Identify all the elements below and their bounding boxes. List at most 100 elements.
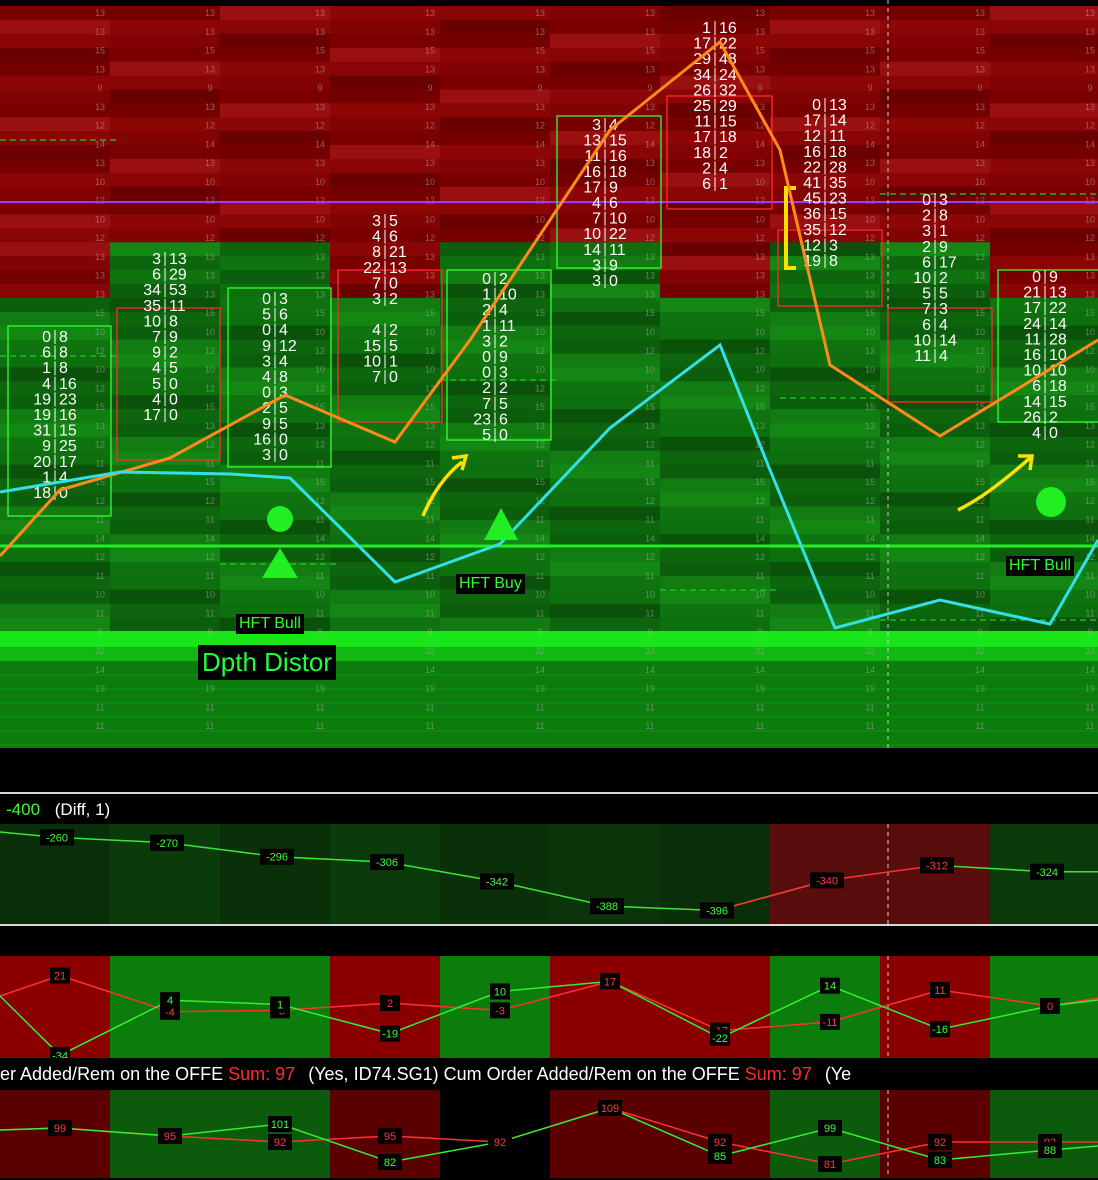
heat-cell bbox=[880, 172, 990, 188]
heat-cell bbox=[220, 6, 330, 21]
scale-label: 15 bbox=[315, 308, 325, 318]
osc2-label-bg bbox=[378, 1128, 402, 1144]
heat-cell bbox=[0, 200, 110, 215]
heat-cell bbox=[220, 47, 330, 63]
scale-label: 13 bbox=[645, 27, 655, 37]
scale-label: 13 bbox=[315, 252, 325, 262]
osc1-red-label: -11 bbox=[822, 1017, 837, 1029]
osc1-green-label: 10 bbox=[494, 987, 506, 999]
scale-label: 12 bbox=[315, 196, 325, 206]
scale-label: 10 bbox=[205, 590, 215, 600]
scale-label: 13 bbox=[315, 421, 325, 431]
scale-label: 13 bbox=[95, 64, 105, 74]
footprint-ask: 6 bbox=[499, 411, 508, 428]
osc2-label-bg bbox=[48, 1120, 72, 1136]
heat-cell bbox=[990, 311, 1098, 327]
heat-cell bbox=[770, 6, 880, 21]
scale-label: 12 bbox=[755, 121, 765, 131]
scale-label: 11 bbox=[865, 721, 874, 731]
scale-label: 13 bbox=[535, 64, 545, 74]
scale-label: 9 bbox=[977, 627, 982, 637]
heat-cell bbox=[990, 520, 1098, 535]
scale-label: 11 bbox=[425, 515, 434, 525]
footprint-ask: 0 bbox=[279, 447, 288, 464]
heat-cell bbox=[440, 186, 550, 202]
scale-label: 11 bbox=[975, 458, 984, 468]
footprint-ask: 6 bbox=[389, 229, 398, 246]
scale-label: 13 bbox=[865, 8, 875, 18]
scale-label: 10 bbox=[865, 365, 875, 375]
buy-triangle bbox=[484, 508, 518, 540]
osc1-green-label: 4 bbox=[167, 995, 173, 1007]
osc1-label-bg bbox=[50, 967, 70, 984]
heat-cell bbox=[550, 492, 660, 507]
heat-cell bbox=[440, 200, 550, 215]
heat-cell bbox=[330, 284, 440, 299]
scale-label: 15 bbox=[315, 46, 325, 56]
footprint-bid: 13 bbox=[583, 133, 601, 150]
scale-label: 15 bbox=[205, 402, 215, 412]
diff-data-label: -312 bbox=[926, 860, 948, 872]
heat-cell bbox=[0, 47, 110, 63]
scale-label: 13 bbox=[205, 252, 215, 262]
scale-label: 9 bbox=[867, 627, 872, 637]
heat-cell bbox=[220, 548, 330, 563]
heat-cell bbox=[330, 6, 440, 21]
diff-chart[interactable]: -260 -270 -296 -306 -342 -388 -396 -340 -312 -324 bbox=[0, 824, 1098, 926]
heat-cell bbox=[110, 353, 220, 368]
heat-cell bbox=[110, 103, 220, 118]
footprint-bid: 18 bbox=[33, 485, 51, 502]
heat-cell bbox=[330, 145, 440, 160]
heat-cell bbox=[110, 617, 220, 632]
footprint-ask: 11 bbox=[169, 298, 186, 315]
footprint-ask: 14 bbox=[829, 113, 847, 130]
heat-cell bbox=[660, 492, 770, 507]
heat-cell bbox=[440, 325, 550, 341]
scale-label: 13 bbox=[645, 271, 655, 281]
footprint-bid: 0 bbox=[42, 329, 51, 346]
oscillator-chart-2[interactable]: 9995929592109928192921018285998388 bbox=[0, 1090, 1098, 1178]
footprint-ask: 9 bbox=[499, 349, 508, 366]
heat-cell bbox=[110, 131, 220, 146]
footprint-ask: 16 bbox=[59, 407, 77, 424]
scale-label: 14 bbox=[755, 533, 765, 543]
footprint-bid: 1 bbox=[482, 318, 491, 335]
footprint-ask: 6 bbox=[609, 195, 618, 212]
scale-label: 13 bbox=[975, 27, 985, 37]
heat-cell bbox=[880, 19, 990, 35]
footprint-bid: 11 bbox=[1024, 331, 1041, 348]
footprint-ask: 5 bbox=[499, 396, 508, 413]
osc1-green-label: -34 bbox=[52, 1050, 68, 1058]
scale-label: 12 bbox=[535, 552, 545, 562]
scale-label: 13 bbox=[1085, 8, 1095, 18]
scale-label: 10 bbox=[645, 327, 655, 337]
footprint-ask: 8 bbox=[59, 360, 68, 377]
scale-label: 13 bbox=[755, 158, 765, 168]
scale-label: 12 bbox=[315, 346, 325, 356]
scale-label: 13 bbox=[535, 421, 545, 431]
footprint-ask: 9 bbox=[1049, 269, 1058, 286]
osc2-label-bg bbox=[708, 1134, 732, 1150]
footprint-ask: 4 bbox=[279, 353, 288, 370]
scale-label: 12 bbox=[975, 233, 985, 243]
scale-label: 13 bbox=[755, 252, 765, 262]
scale-label: 11 bbox=[205, 515, 214, 525]
scale-label: 9 bbox=[647, 627, 652, 637]
heat-cell bbox=[0, 145, 110, 160]
scale-label: 14 bbox=[755, 665, 765, 675]
scale-label: 12 bbox=[315, 121, 325, 131]
heat-cell bbox=[440, 548, 550, 563]
scale-label: 15 bbox=[755, 308, 765, 318]
heat-cell bbox=[330, 492, 440, 507]
scale-label: 10 bbox=[755, 214, 765, 224]
footprint-bid: 6 bbox=[1032, 378, 1041, 395]
scale-label: 13 bbox=[1085, 102, 1095, 112]
heat-cell bbox=[990, 339, 1098, 354]
footprint-bid: 19 bbox=[33, 391, 51, 408]
scale-label: 10 bbox=[315, 214, 325, 224]
scale-label: 15 bbox=[205, 477, 215, 487]
heat-cell bbox=[660, 6, 770, 21]
footprint-ask: 3 bbox=[279, 291, 288, 308]
